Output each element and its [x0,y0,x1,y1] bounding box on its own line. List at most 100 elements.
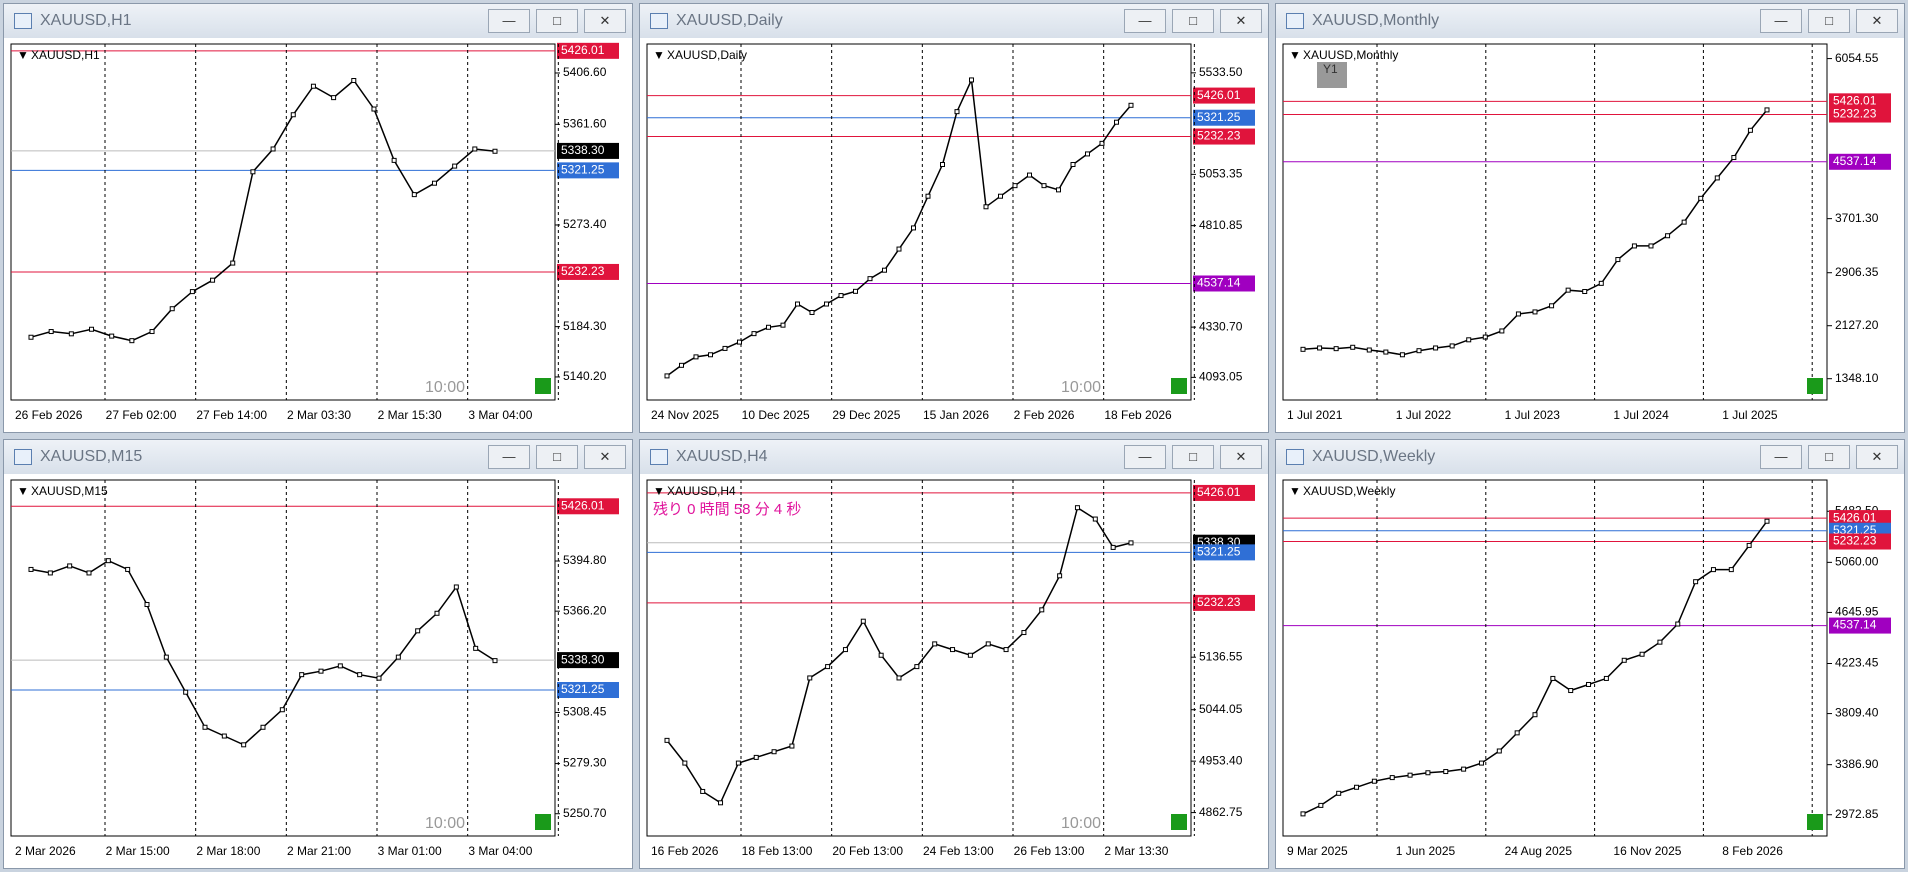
x-tick-label: 3 Mar 04:00 [468,844,532,858]
y-tick-label: 5250.70 [563,806,607,820]
close-button[interactable]: ✕ [584,9,626,33]
x-tick-label: 16 Feb 2026 [651,844,719,858]
chart-symbol-label: XAUUSD,Daily [667,48,747,62]
x-tick-label: 9 Mar 2025 [1287,844,1348,858]
close-marker [1746,542,1752,548]
close-marker [1549,303,1555,309]
minimize-button[interactable]: — [488,445,530,469]
close-marker [737,339,742,345]
close-marker [682,760,688,766]
close-marker [789,743,795,749]
close-marker [1425,770,1431,776]
close-marker [453,584,459,590]
close-marker [310,83,316,89]
close-marker [718,800,724,806]
close-marker [1747,127,1753,133]
y-tick-label: 6054.55 [1835,51,1879,65]
close-marker [1366,347,1372,353]
close-marker [67,563,73,569]
maximize-button[interactable]: □ [1808,9,1850,33]
trade-indicator [1807,814,1823,830]
x-tick-label: 18 Feb 13:00 [742,844,813,858]
minimize-button[interactable]: — [1760,9,1802,33]
close-marker [86,570,92,576]
close-marker [998,193,1003,199]
price-chart: 5394.80 5366.20 5308.45 5279.30 5250.70 5426.… [10,479,619,858]
close-marker [68,331,74,337]
close-button[interactable]: ✕ [1220,9,1262,33]
chart-symbol-label: XAUUSD,M15 [31,484,108,498]
y-tick-label: 5406.60 [563,65,607,79]
maximize-button[interactable]: □ [536,9,578,33]
window-title: XAUUSD,H4 [676,448,768,465]
y-tick-label: 4223.45 [1835,656,1879,670]
price-level-tag [1193,109,1255,126]
chart-symbol-label: XAUUSD,H1 [31,48,100,62]
x-tick-label: 24 Nov 2025 [651,408,719,422]
close-marker [250,169,256,175]
minimize-button[interactable]: — [488,9,530,33]
maximize-button[interactable]: □ [1172,445,1214,469]
price-level-tag [557,142,619,159]
close-marker [299,672,305,678]
close-marker [860,618,866,624]
maximize-button[interactable]: □ [1172,9,1214,33]
close-button[interactable]: ✕ [1220,445,1262,469]
close-marker [679,362,684,368]
y-tick-label: 4093.05 [1199,370,1243,384]
x-tick-label: 2 Mar 15:00 [106,844,170,858]
close-marker [932,641,938,647]
close-marker [1449,343,1455,349]
y-tick-label: 5279.30 [563,756,607,770]
close-marker [1012,183,1018,189]
price-level-tag [557,263,619,280]
price-level-label: 5321.25 [1197,110,1241,124]
y-tick-label: 3809.40 [1835,706,1879,720]
close-marker [1598,280,1604,286]
maximize-button[interactable]: □ [536,445,578,469]
close-marker [331,95,337,101]
close-marker [318,668,324,674]
close-marker [1336,790,1342,796]
window-icon [650,449,668,465]
chart-symbol-label: XAUUSD,Monthly [1303,48,1398,62]
close-button[interactable]: ✕ [1856,445,1898,469]
close-marker [1515,311,1521,317]
close-button[interactable]: ✕ [1856,9,1898,33]
x-tick-label: 1 Jul 2021 [1287,408,1343,422]
price-level-tag [1193,128,1255,145]
close-marker [452,163,458,169]
price-level-label: 5426.01 [561,498,605,512]
x-tick-label: 26 Feb 2026 [15,408,83,422]
price-level-label: 5232.23 [1197,595,1241,609]
close-marker [1615,257,1621,263]
close-marker [1648,243,1654,249]
x-tick-label: 27 Feb 02:00 [106,408,177,422]
price-level-label: 5426.01 [1833,510,1877,524]
close-marker [1731,155,1737,161]
close-marker [183,689,189,695]
maximize-button[interactable]: □ [1808,445,1850,469]
y-tick-label: 2127.20 [1835,318,1879,332]
price-level-label: 4537.14 [1833,154,1877,168]
minimize-button[interactable]: — [1124,9,1166,33]
close-marker [125,566,131,572]
close-marker [983,204,989,210]
y-tick-label: 3701.30 [1835,211,1879,225]
close-marker [1675,621,1681,627]
close-marker [1532,712,1538,718]
window-title: XAUUSD,Weekly [1312,448,1436,465]
minimize-button[interactable]: — [1760,445,1802,469]
minimize-button[interactable]: — [1124,445,1166,469]
close-marker [896,675,902,681]
close-marker [129,338,135,344]
close-marker [1478,760,1484,766]
x-tick-label: 16 Nov 2025 [1613,844,1681,858]
x-tick-label: 27 Feb 14:00 [196,408,267,422]
x-tick-label: 1 Jul 2025 [1722,408,1778,422]
chart-symbol-label: XAUUSD,Weekly [1303,484,1395,498]
y-tick-label: 5273.40 [563,217,607,231]
close-button[interactable]: ✕ [584,445,626,469]
chart-window: XAUUSD,H4 — □ ✕ 5136.55 5044.05 4953.40 4862.75… [639,439,1269,869]
